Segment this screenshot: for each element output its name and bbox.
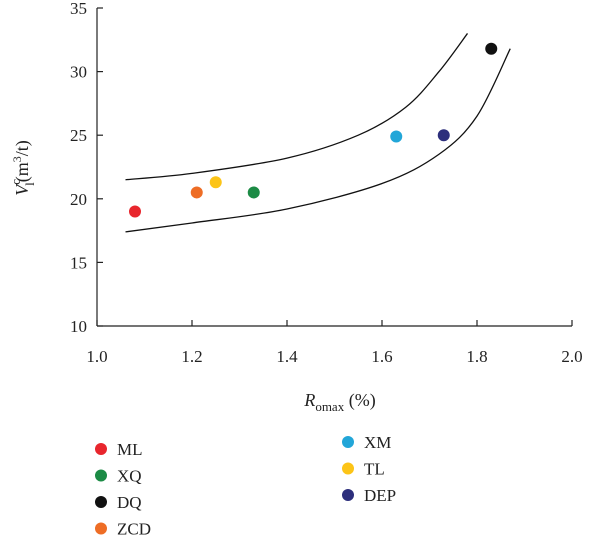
legend: ML XQ DQ ZCD XM TL DEP (95, 433, 396, 539)
point-dq (485, 42, 498, 55)
x-axis-title: Romax (%) (303, 390, 375, 414)
x-tick-label: 1.8 (466, 347, 487, 366)
legend-marker (95, 522, 107, 535)
legend-item-dep: DEP (342, 486, 396, 505)
legend-label: XQ (117, 467, 142, 486)
data-points (129, 42, 498, 218)
legend-marker (95, 496, 107, 508)
y-tick-label: 20 (70, 190, 87, 209)
legend-label: DEP (364, 486, 396, 505)
x-tick-label: 1.0 (86, 347, 107, 366)
legend-marker (342, 462, 354, 475)
legend-label: ML (117, 440, 143, 459)
x-tick-label: 1.2 (181, 347, 202, 366)
legend-label: XM (364, 433, 391, 452)
envelope-curves (125, 33, 511, 233)
point-dep (437, 129, 450, 142)
y-tick-label: 25 (70, 126, 87, 145)
x-ticks: 1.0 1.2 1.4 1.6 1.8 2.0 (86, 320, 583, 366)
x-tick-label: 1.4 (276, 347, 298, 366)
point-xm (390, 130, 403, 143)
legend-marker (95, 469, 107, 482)
y-ticks: 10 15 20 25 30 35 (70, 0, 103, 336)
y-axis-title: Vcl(m3/t) (8, 140, 37, 195)
legend-marker (342, 436, 354, 448)
lower-envelope-curve (125, 48, 511, 233)
legend-item-tl: TL (342, 460, 385, 479)
legend-marker (342, 489, 354, 501)
y-tick-label: 35 (70, 0, 87, 18)
legend-marker (95, 443, 107, 455)
upper-envelope-curve (125, 33, 469, 181)
plot-area: 10 15 20 25 30 35 1.0 1.2 1.4 1.6 1.8 2.0 (70, 0, 583, 366)
legend-item-zcd: ZCD (95, 520, 151, 539)
point-ml (129, 205, 141, 218)
legend-item-dq: DQ (95, 493, 142, 512)
y-tick-label: 30 (70, 63, 87, 82)
point-zcd (190, 186, 203, 199)
x-tick-label: 1.6 (371, 347, 392, 366)
x-tick-label: 2.0 (561, 347, 582, 366)
legend-label: TL (364, 460, 385, 479)
legend-label: DQ (117, 493, 142, 512)
legend-label: ZCD (117, 520, 151, 539)
y-tick-label: 15 (70, 253, 87, 272)
y-tick-label: 10 (70, 317, 87, 336)
legend-item-ml: ML (95, 440, 143, 459)
point-tl (209, 176, 222, 189)
legend-item-xm: XM (342, 433, 391, 452)
point-xq (247, 186, 260, 199)
legend-item-xq: XQ (95, 467, 142, 486)
